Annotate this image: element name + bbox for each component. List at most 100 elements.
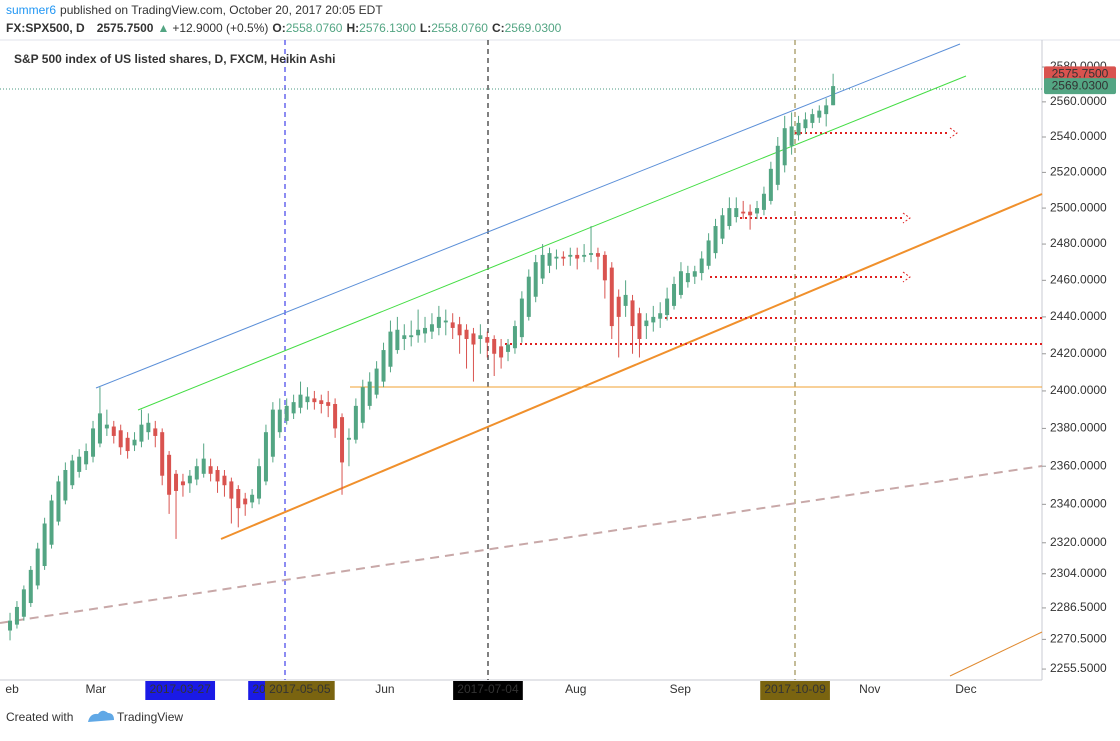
candle-body — [42, 523, 47, 567]
candle-body — [180, 481, 185, 486]
candle-body — [810, 114, 815, 123]
x-tick-label: Nov — [859, 682, 880, 696]
candle-body — [416, 329, 421, 336]
candle-body — [761, 193, 766, 210]
x-tick: 2017-05-05 — [264, 681, 335, 700]
published: published on TradingView.com, October 20… — [60, 3, 383, 17]
x-tick: Dec — [955, 682, 976, 696]
candle-body — [284, 405, 289, 421]
chart — [0, 40, 1043, 681]
candle-body — [831, 86, 836, 106]
close-label: C: — [492, 21, 505, 35]
x-tick-label: Dec — [955, 682, 976, 696]
candle-body — [194, 466, 199, 480]
candle-body — [28, 569, 33, 604]
price-label: 2575.7500 — [1052, 67, 1109, 81]
candle-body — [824, 105, 829, 115]
candle-body — [623, 294, 628, 306]
candle-body — [270, 409, 275, 457]
x-tick: eb — [5, 682, 19, 696]
x-tick: Sep — [670, 682, 692, 696]
candle-body — [658, 313, 663, 319]
x-tick-box — [248, 681, 270, 700]
y-tick-label: 2360.0000 — [1050, 458, 1107, 472]
candle-body — [609, 267, 614, 327]
open: 2558.0760 — [286, 21, 343, 35]
candle-body — [139, 424, 144, 442]
footer-text: Created with — [6, 710, 73, 724]
candle-body — [395, 329, 400, 351]
candle-body — [201, 458, 206, 474]
candle-body — [644, 320, 649, 327]
trend-line — [95, 43, 961, 389]
y-tick-label: 2304.0000 — [1050, 566, 1107, 580]
arrow-head — [949, 127, 958, 139]
x-tick-label: 2017-10-09 — [764, 682, 826, 696]
candle-body — [21, 589, 26, 617]
x-tick: 2017-03-27 — [145, 681, 216, 700]
arrow: ▲ — [157, 21, 169, 35]
x-tick-label: Aug — [565, 682, 586, 696]
x-tick: Aug — [565, 682, 586, 696]
x-tick-label: 2017-03-27 — [149, 682, 211, 696]
candle-body — [388, 331, 393, 367]
candle-body — [263, 432, 268, 482]
price-label-box — [1044, 78, 1116, 95]
trend-line — [137, 75, 967, 411]
x-tick-label: Sep — [670, 682, 692, 696]
candle-body — [803, 119, 808, 129]
candle-body — [91, 428, 96, 457]
candle-body — [423, 327, 428, 334]
x-tick-label: eb — [5, 682, 19, 696]
candle-body — [167, 454, 172, 495]
candle-body — [485, 337, 490, 343]
candle-body — [450, 322, 455, 328]
candle-body — [222, 475, 227, 486]
candle-body — [77, 456, 82, 472]
y-tick-label: 2500.0000 — [1050, 200, 1107, 214]
logo[interactable] — [88, 710, 114, 722]
candle-body — [651, 316, 656, 323]
x-tick: 2017-10-09 — [760, 681, 830, 700]
y-tick-label: 2480.0000 — [1050, 236, 1107, 250]
user[interactable]: summer6 — [6, 3, 56, 17]
candle-body — [367, 381, 372, 406]
footer-brand[interactable]: TradingView — [117, 710, 183, 724]
candle-body — [734, 208, 739, 218]
y-tick-label: 2400.0000 — [1050, 383, 1107, 397]
candle-body — [526, 276, 531, 317]
candle-body — [174, 473, 179, 491]
candle-body — [326, 402, 331, 406]
symbol: FX:SPX500, D — [6, 21, 85, 35]
candle-body — [429, 324, 434, 332]
candle-body — [492, 338, 497, 354]
candle-body — [443, 320, 448, 323]
candle-body — [70, 460, 75, 486]
candle-body — [298, 394, 303, 408]
candle-body — [789, 126, 794, 146]
candle-body — [305, 396, 310, 403]
low-label: L: — [420, 21, 431, 35]
candle-body — [672, 283, 677, 306]
candle-body — [782, 128, 787, 166]
candle-body — [319, 400, 324, 405]
candle-body — [768, 168, 773, 201]
y-tick-label: 2286.5000 — [1050, 600, 1107, 614]
x-tick-box — [760, 681, 830, 700]
candle-body — [243, 498, 248, 505]
candle-body — [97, 413, 102, 444]
high-label: H: — [346, 21, 359, 35]
x-tick-label: 2017-05-05 — [269, 682, 331, 696]
candle-body — [49, 500, 54, 545]
candle-body — [748, 211, 753, 216]
chart-title: S&P 500 index of US listed shares, D, FX… — [14, 52, 335, 66]
x-tick: Mar — [85, 682, 106, 696]
candle-body — [291, 402, 296, 414]
candle-body — [533, 262, 538, 297]
candle-body — [637, 313, 642, 339]
candle-body — [84, 451, 89, 465]
candle-body — [457, 324, 462, 336]
candle-body — [8, 620, 13, 631]
candle-body — [333, 404, 338, 429]
